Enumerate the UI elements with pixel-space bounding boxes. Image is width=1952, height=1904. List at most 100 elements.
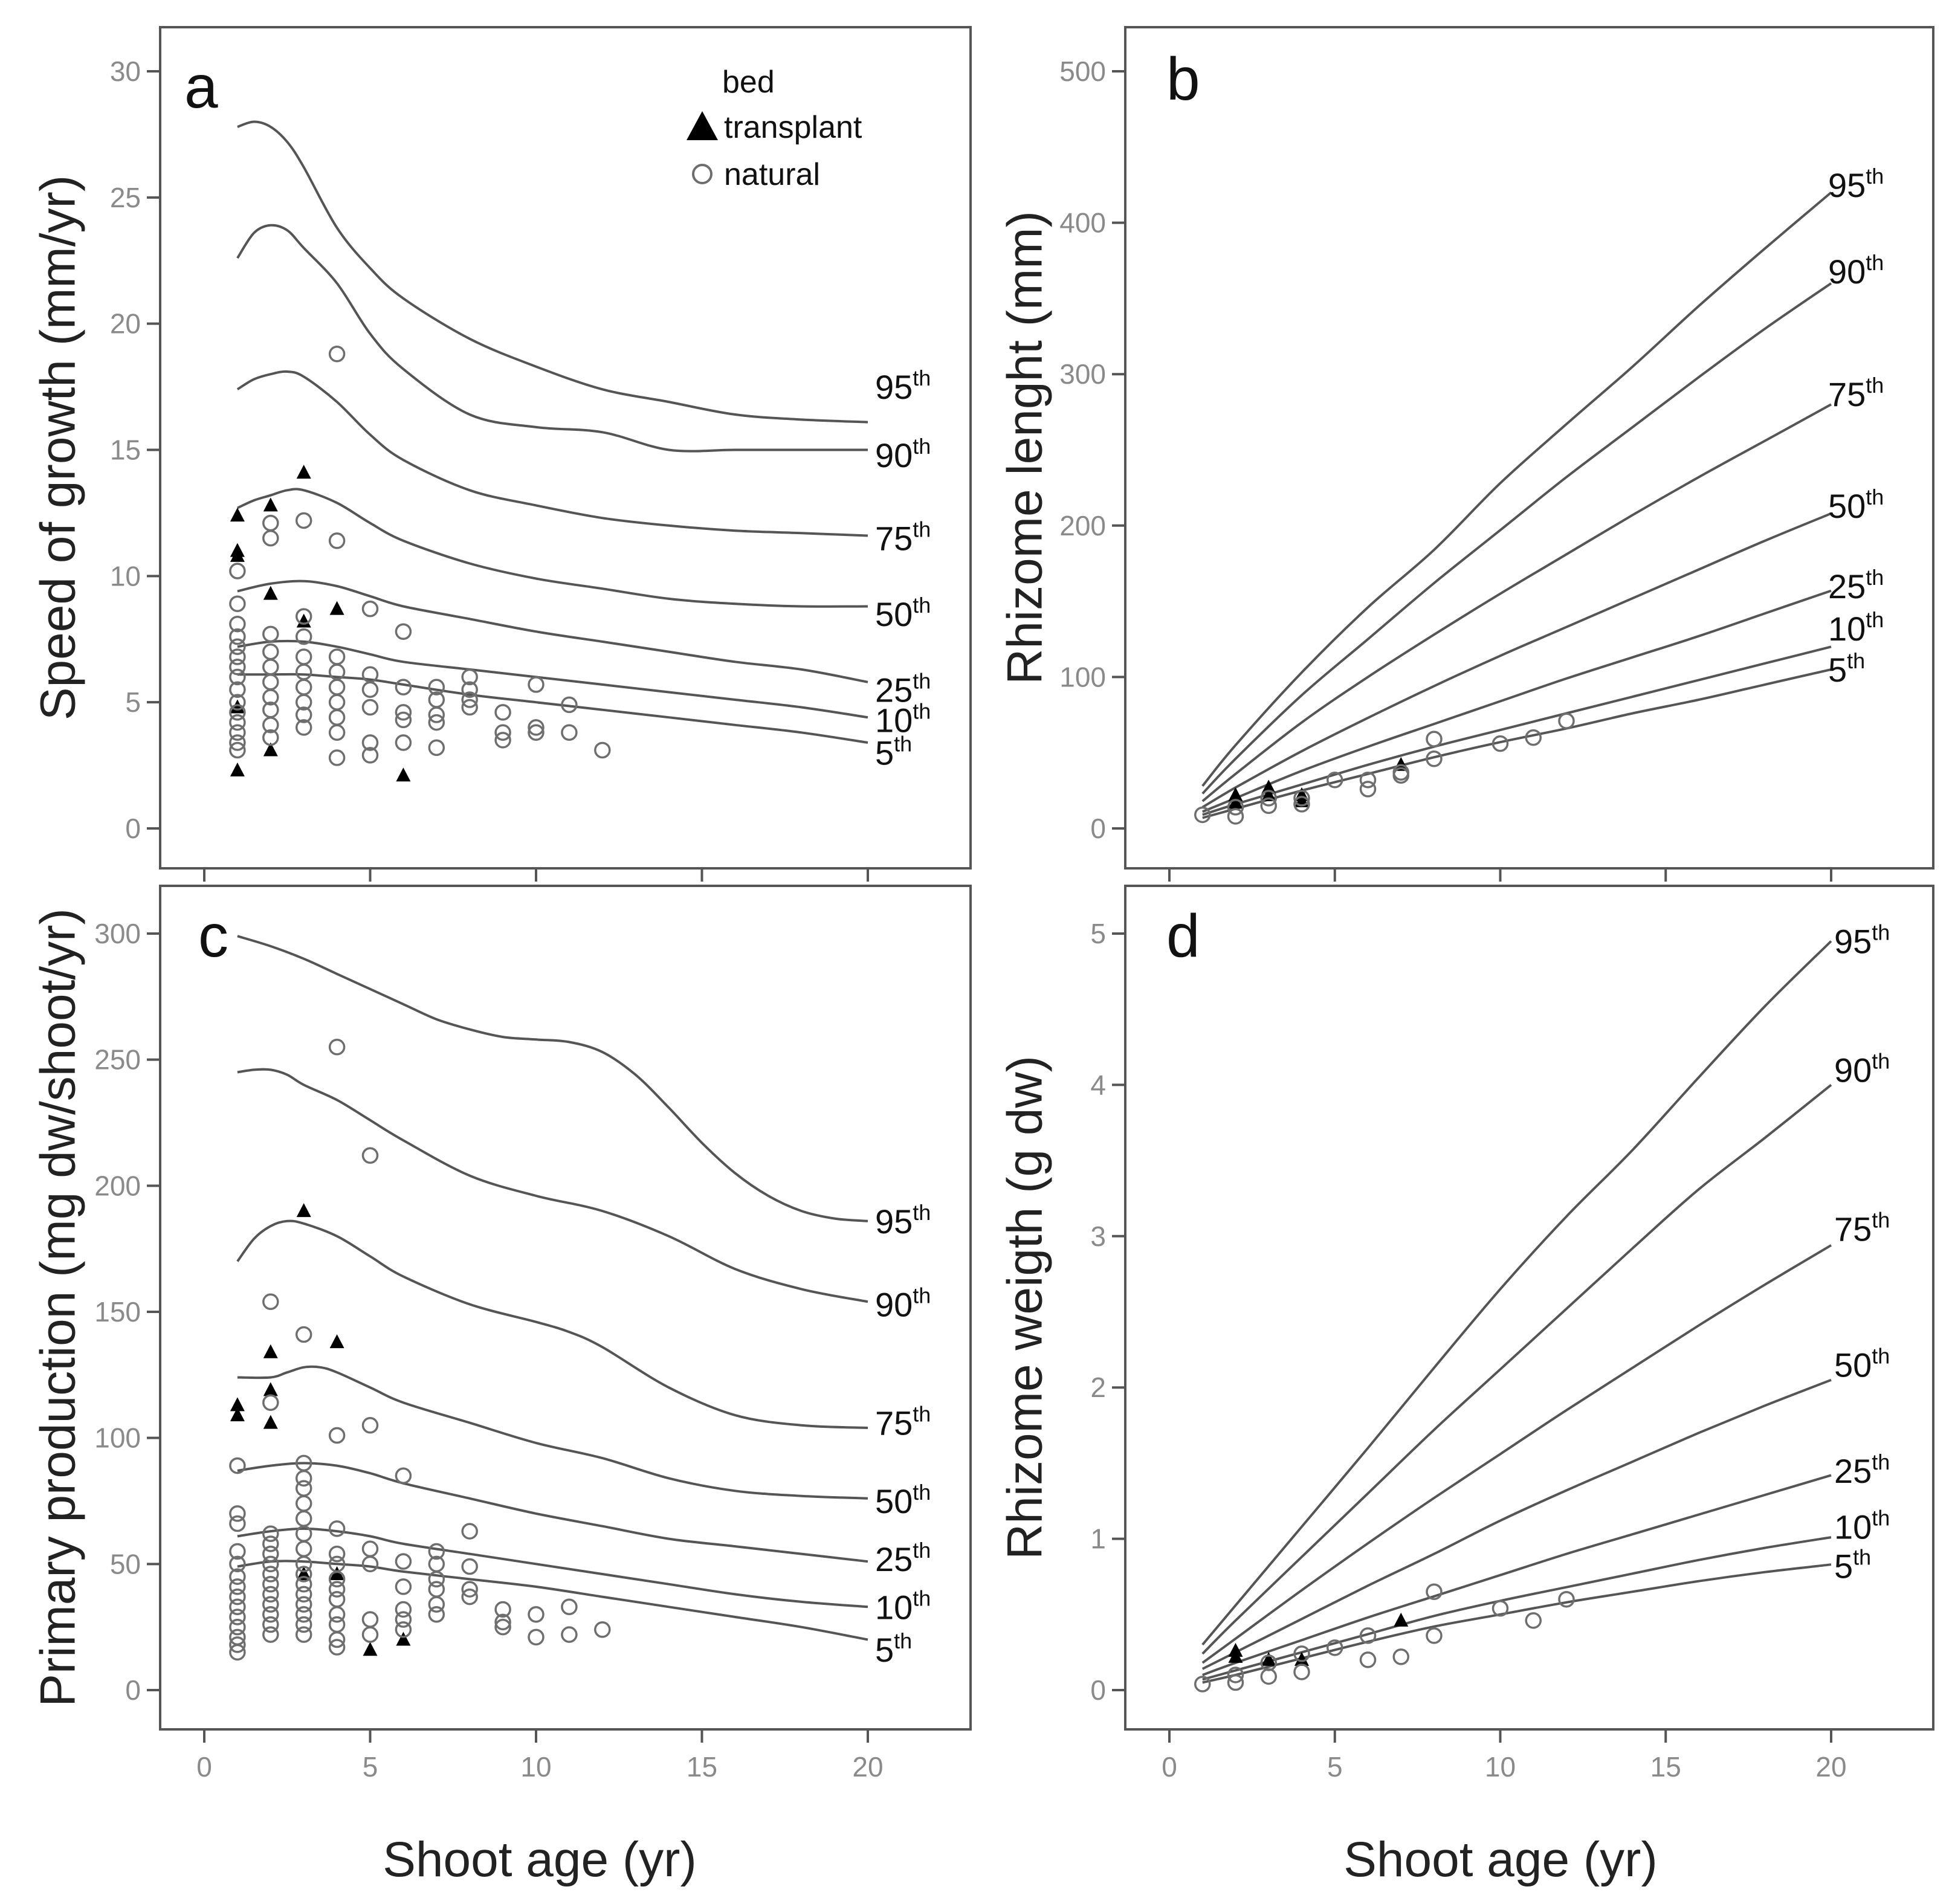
natural-point <box>494 1618 511 1636</box>
natural-point <box>295 719 312 736</box>
curve-label-95: 95th <box>1834 920 1890 961</box>
legend-natural-label: natural <box>724 157 820 192</box>
curve-label-75: 75th <box>875 517 931 558</box>
curve-label-25: 25th <box>875 1538 931 1578</box>
natural-point <box>295 1480 312 1497</box>
curve-label-suffix: th <box>1872 1506 1890 1531</box>
curve-label-suffix: th <box>1847 648 1865 673</box>
curve-label-90: 90th <box>1828 250 1884 291</box>
natural-point <box>229 1505 246 1522</box>
panel-frame <box>159 26 972 870</box>
natural-point <box>361 747 379 764</box>
curve-label-number: 90 <box>875 436 913 474</box>
percentile-curve-10 <box>1202 1536 1832 1681</box>
percentile-curve-95 <box>1201 191 1832 787</box>
y-axis-title: Rhizome lenght (mm) <box>998 211 1053 685</box>
percentile-curve-95 <box>237 120 868 424</box>
natural-point <box>262 514 279 532</box>
curve-label-suffix: th <box>1853 1545 1871 1570</box>
natural-point <box>262 658 279 676</box>
percentile-curve-5 <box>1202 668 1832 819</box>
natural-point <box>395 711 412 729</box>
natural-point <box>1558 712 1575 729</box>
natural-point <box>295 1510 312 1527</box>
natural-point <box>262 717 279 734</box>
natural-point <box>229 1644 246 1661</box>
transplant-point <box>396 1631 411 1646</box>
natural-point <box>1227 799 1244 816</box>
curve-label-number: 90 <box>1834 1051 1872 1089</box>
natural-point <box>461 699 478 716</box>
curve-label-95: 95th <box>1828 164 1884 204</box>
curve-label-suffix: th <box>1872 1207 1890 1232</box>
curve-label-suffix: th <box>1866 565 1884 590</box>
natural-point <box>428 679 445 695</box>
natural-point <box>494 704 511 721</box>
y-tick-label: 200 <box>94 1170 141 1201</box>
natural-point <box>1327 1639 1343 1656</box>
natural-point <box>229 1618 246 1636</box>
percentile-curve-90 <box>236 224 868 453</box>
curve-label-suffix: th <box>913 1480 931 1505</box>
natural-point <box>229 595 246 613</box>
natural-point <box>295 1606 312 1623</box>
natural-point <box>229 734 246 751</box>
curve-label-10: 10th <box>875 699 931 739</box>
transplant-point <box>296 1203 311 1218</box>
natural-point <box>528 724 545 741</box>
curve-label-number: 5 <box>1828 651 1847 689</box>
curve-label-number: 75 <box>1834 1210 1872 1248</box>
natural-point <box>229 1578 246 1595</box>
curve-label-suffix: th <box>1866 607 1884 632</box>
x-tick-label: 0 <box>196 1751 212 1783</box>
curve-label-95: 95th <box>875 1200 931 1241</box>
natural-point <box>361 681 379 699</box>
natural-point <box>1359 772 1377 789</box>
curve-label-25: 25th <box>1828 565 1884 605</box>
natural-point <box>295 1495 312 1512</box>
percentile-curve-90 <box>1201 282 1832 795</box>
curve-label-suffix: th <box>1866 164 1884 189</box>
transplant-point <box>263 586 278 600</box>
y-axis-title: Speed of growth (mm/yr) <box>31 175 86 720</box>
percentile-curve-10 <box>237 1527 868 1609</box>
natural-point <box>428 1543 445 1560</box>
curve-label-50: 50th <box>1828 485 1884 525</box>
natural-point <box>295 679 312 695</box>
legend-natural-marker <box>692 164 713 184</box>
transplant-point <box>396 767 411 782</box>
y-tick-label: 3 <box>1090 1221 1106 1252</box>
natural-point <box>328 1570 346 1588</box>
natural-point <box>1359 1651 1377 1668</box>
natural-point <box>461 1558 478 1575</box>
natural-point <box>262 1525 279 1543</box>
percentile-curve-75 <box>236 370 868 537</box>
natural-point <box>229 1568 246 1585</box>
natural-point <box>395 1611 412 1628</box>
natural-point <box>229 681 246 699</box>
x-tick-label: 0 <box>1162 1751 1177 1783</box>
natural-point <box>561 1626 578 1643</box>
natural-point <box>494 724 511 741</box>
natural-point <box>361 1147 379 1164</box>
natural-point <box>561 724 578 741</box>
curve-label-suffix: th <box>894 732 912 757</box>
curve-label-number: 90 <box>875 1285 913 1323</box>
natural-point <box>295 1540 312 1558</box>
natural-point <box>262 1586 279 1603</box>
transplant-point <box>296 1566 311 1581</box>
curve-label-number: 50 <box>875 1482 913 1520</box>
percentile-curve-25 <box>1202 1474 1832 1676</box>
curve-label-number: 25 <box>875 671 913 709</box>
natural-point <box>262 1394 279 1411</box>
natural-point <box>295 706 312 723</box>
curve-label-number: 5 <box>875 734 894 772</box>
curve-label-suffix: th <box>913 366 931 390</box>
natural-point <box>1392 767 1409 784</box>
natural-point <box>262 625 279 643</box>
natural-point <box>295 1586 312 1603</box>
curve-label-50: 50th <box>875 1480 931 1520</box>
